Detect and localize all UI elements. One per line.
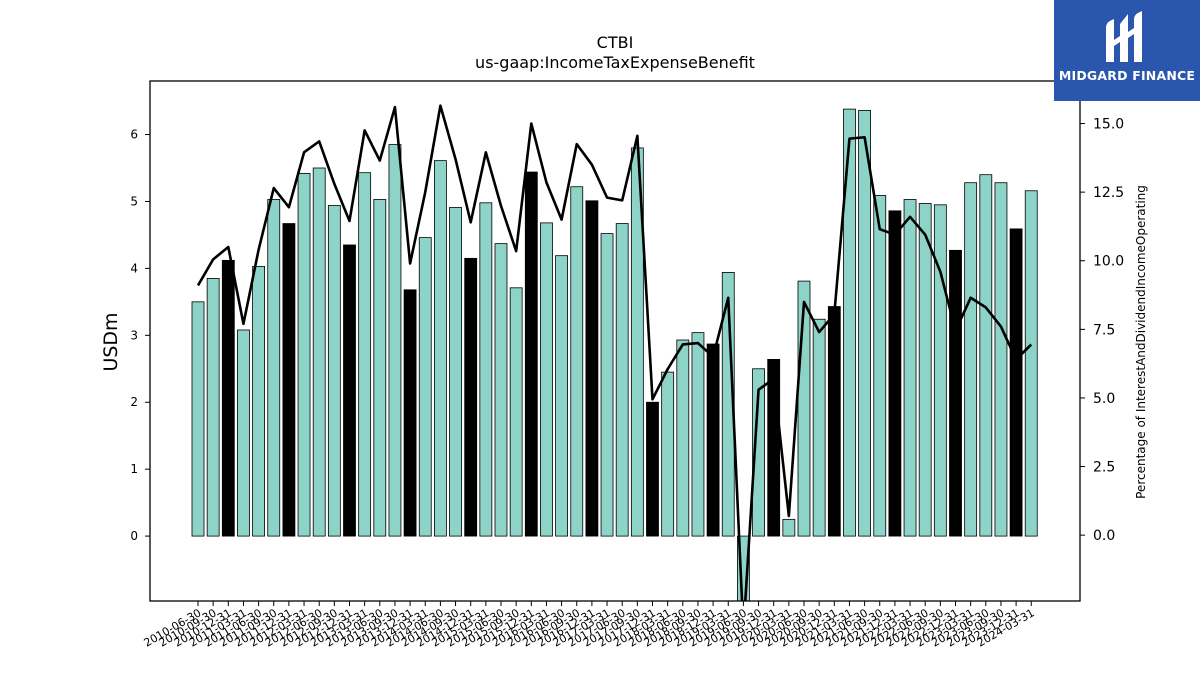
bar [555,255,568,537]
bar [509,287,523,537]
bar [418,237,432,537]
y2-axis-label: Percentage of InterestAndDividendIncomeO… [1134,185,1148,499]
bar [691,332,705,537]
bar [464,257,478,537]
y-axis-label: USDm [100,312,122,371]
midgard-logo-icon [1106,11,1142,62]
y2-tick-label: 2.5 [1093,460,1115,476]
bar [964,182,978,537]
bar [706,343,720,537]
y-tick-label: 5 [130,194,138,208]
axes: 01234560.02.55.07.510.012.515.02010-06-3… [130,80,1124,650]
bar [858,110,871,537]
bar [358,172,372,537]
y-tick-label: 0 [130,529,138,543]
bar [585,200,599,537]
bar [297,172,311,537]
bar [327,205,341,537]
bar [221,259,235,537]
bar [676,339,690,537]
bar [388,144,402,537]
bar [873,195,887,537]
y2-tick-label: 0.0 [1093,528,1115,544]
bar [812,318,826,537]
y2-tick-label: 5.0 [1093,391,1115,407]
bar [600,233,614,537]
bar [433,160,447,537]
chart-title: CTBI [597,33,634,52]
y-tick-label: 2 [130,395,138,409]
bar [494,243,508,537]
bar [903,199,917,537]
bar [933,204,947,537]
bar [237,329,250,537]
bar [782,518,796,537]
y-tick-label: 6 [130,128,138,142]
bar [994,182,1008,537]
bar [949,249,962,537]
bar [570,186,584,537]
bar [267,199,281,537]
bar [403,289,417,537]
bar-series [191,108,1038,602]
bar [888,210,902,537]
bar [343,244,356,537]
bar [252,265,266,537]
bar [615,223,629,537]
y-tick-label: 4 [130,261,138,275]
line-path [196,104,1033,601]
bar [1024,190,1038,537]
y2-tick-label: 15.0 [1093,117,1124,133]
bar [449,207,462,537]
y2-tick-label: 12.5 [1093,185,1124,201]
bar [479,202,493,537]
plot-frame [149,80,1081,602]
y2-tick-label: 7.5 [1093,322,1115,338]
bar [843,108,856,537]
brand-name: MIDGARD FINANCE [1058,68,1196,83]
bar [918,203,932,537]
line-series [196,104,1033,601]
bar [646,401,659,537]
bar [661,371,675,537]
bar [540,222,553,537]
bar [752,368,765,537]
bar [206,278,220,537]
y-tick-label: 1 [130,462,138,476]
bar [1009,228,1023,537]
bar [282,223,296,537]
y2-tick-label: 10.0 [1093,254,1124,270]
bar [191,301,205,537]
chart-subtitle: us-gaap:IncomeTaxExpenseBenefit [475,53,755,72]
bar [312,167,326,537]
bar [827,306,841,537]
bar [979,174,993,537]
brand-logo: MIDGARD FINANCE [1054,0,1200,101]
bar [524,171,538,537]
y-tick-label: 3 [130,328,138,342]
bar [373,199,387,537]
